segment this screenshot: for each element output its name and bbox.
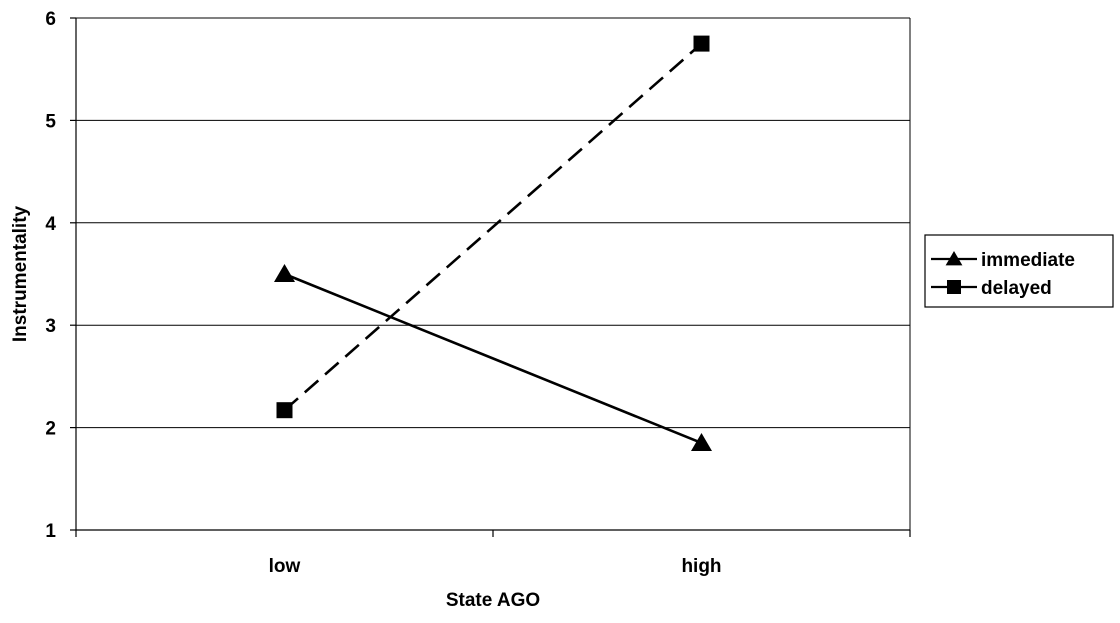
legend-square-marker-icon bbox=[947, 280, 961, 294]
y-tick-label: 6 bbox=[45, 9, 56, 30]
legend-label-delayed: delayed bbox=[981, 278, 1052, 299]
y-tick-label: 1 bbox=[45, 521, 56, 542]
legend-label-immediate: immediate bbox=[981, 250, 1075, 271]
series-line-delayed bbox=[283, 42, 703, 412]
grid-lines bbox=[76, 17, 910, 429]
series-group bbox=[274, 35, 712, 451]
data-point-delayed bbox=[276, 402, 293, 419]
y-tick-label: 5 bbox=[45, 111, 56, 132]
legend: immediate delayed bbox=[924, 234, 1114, 308]
legend-item-delayed: delayed bbox=[931, 278, 1052, 299]
data-point-immediate bbox=[274, 264, 295, 282]
data-point-immediate bbox=[691, 432, 712, 451]
series-delayed bbox=[276, 35, 710, 419]
x-tick-label: high bbox=[681, 556, 721, 577]
axes bbox=[75, 18, 911, 531]
x-axis-title: State AGO bbox=[446, 590, 540, 611]
x-tick-label: low bbox=[269, 556, 301, 577]
legend-item-immediate: immediate bbox=[931, 250, 1075, 271]
series-immediate bbox=[274, 264, 712, 451]
legend-box bbox=[924, 234, 1114, 308]
data-point-delayed bbox=[693, 35, 710, 52]
series-line-immediate bbox=[284, 272, 702, 445]
y-axis-ticks: 1 2 3 4 5 6 bbox=[45, 9, 76, 542]
y-tick-label: 2 bbox=[45, 419, 56, 440]
y-tick-label: 3 bbox=[45, 316, 56, 337]
y-axis-title: Instrumentality bbox=[10, 205, 31, 342]
y-tick-label: 4 bbox=[45, 214, 56, 235]
legend-triangle-marker-icon bbox=[945, 251, 963, 266]
x-axis-ticks: low high bbox=[75, 530, 911, 577]
